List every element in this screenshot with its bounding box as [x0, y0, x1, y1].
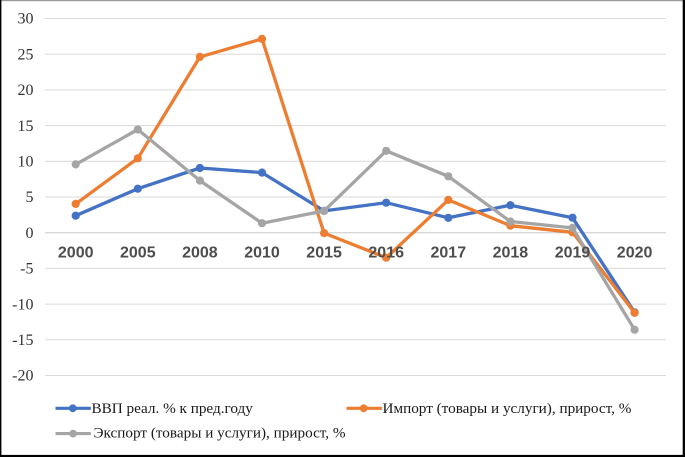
svg-text:2019: 2019 [555, 245, 591, 262]
svg-text:25: 25 [18, 46, 34, 63]
svg-text:-5: -5 [20, 261, 33, 278]
svg-text:2020: 2020 [617, 245, 653, 262]
svg-text:10: 10 [18, 154, 34, 171]
svg-text:2015: 2015 [306, 245, 342, 262]
svg-text:0: 0 [26, 225, 34, 242]
svg-text:2016: 2016 [368, 245, 404, 262]
svg-text:-10: -10 [12, 296, 33, 313]
svg-text:ВВП реал. % к пред.году: ВВП реал. % к пред.году [92, 400, 254, 417]
svg-text:-20: -20 [12, 368, 33, 385]
svg-text:5: 5 [26, 189, 34, 206]
svg-text:15: 15 [18, 118, 34, 135]
svg-text:Экспорт (товары и услуги), при: Экспорт (товары и услуги), прирост, % [94, 425, 346, 442]
svg-text:2018: 2018 [493, 245, 529, 262]
svg-text:2000: 2000 [58, 245, 94, 262]
svg-text:30: 30 [18, 11, 34, 28]
svg-text:-15: -15 [12, 332, 33, 349]
svg-text:20: 20 [18, 82, 34, 99]
svg-text:Импорт (товары и услуги), прир: Импорт (товары и услуги), прирост, % [383, 400, 632, 417]
svg-text:2008: 2008 [182, 245, 218, 262]
svg-text:2005: 2005 [120, 245, 156, 262]
svg-text:2017: 2017 [431, 245, 467, 262]
svg-text:2010: 2010 [244, 245, 280, 262]
